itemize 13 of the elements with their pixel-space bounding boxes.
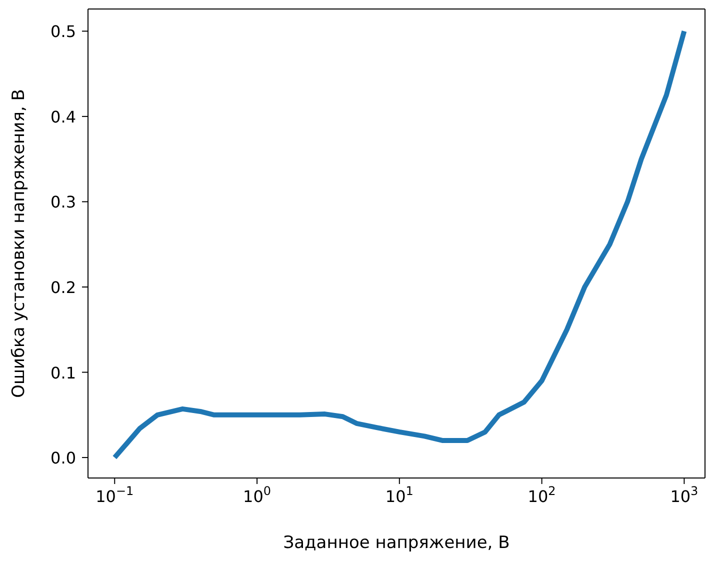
- x-tick-label: 10$^{0}$: [243, 484, 272, 506]
- x-tick-label: 10$^{1}$: [385, 484, 414, 506]
- y-tick-label: 0.1: [50, 363, 76, 382]
- y-tick-label: 0.5: [50, 22, 76, 42]
- x-tick-label: 10$^{3}$: [670, 484, 698, 506]
- y-axis-title: Ошибка установки напряжения, В: [9, 89, 30, 398]
- y-tick-label: 0.2: [50, 278, 76, 297]
- x-axis-title: Заданное напряжение, В: [283, 533, 510, 553]
- x-tick-label: 10$^{2}$: [528, 484, 556, 506]
- y-tick-label: 0.0: [50, 448, 76, 468]
- y-tick-label: 0.4: [50, 107, 76, 126]
- x-tick-label: 10$^{−1}$: [96, 484, 134, 506]
- y-tick-label: 0.3: [50, 192, 76, 212]
